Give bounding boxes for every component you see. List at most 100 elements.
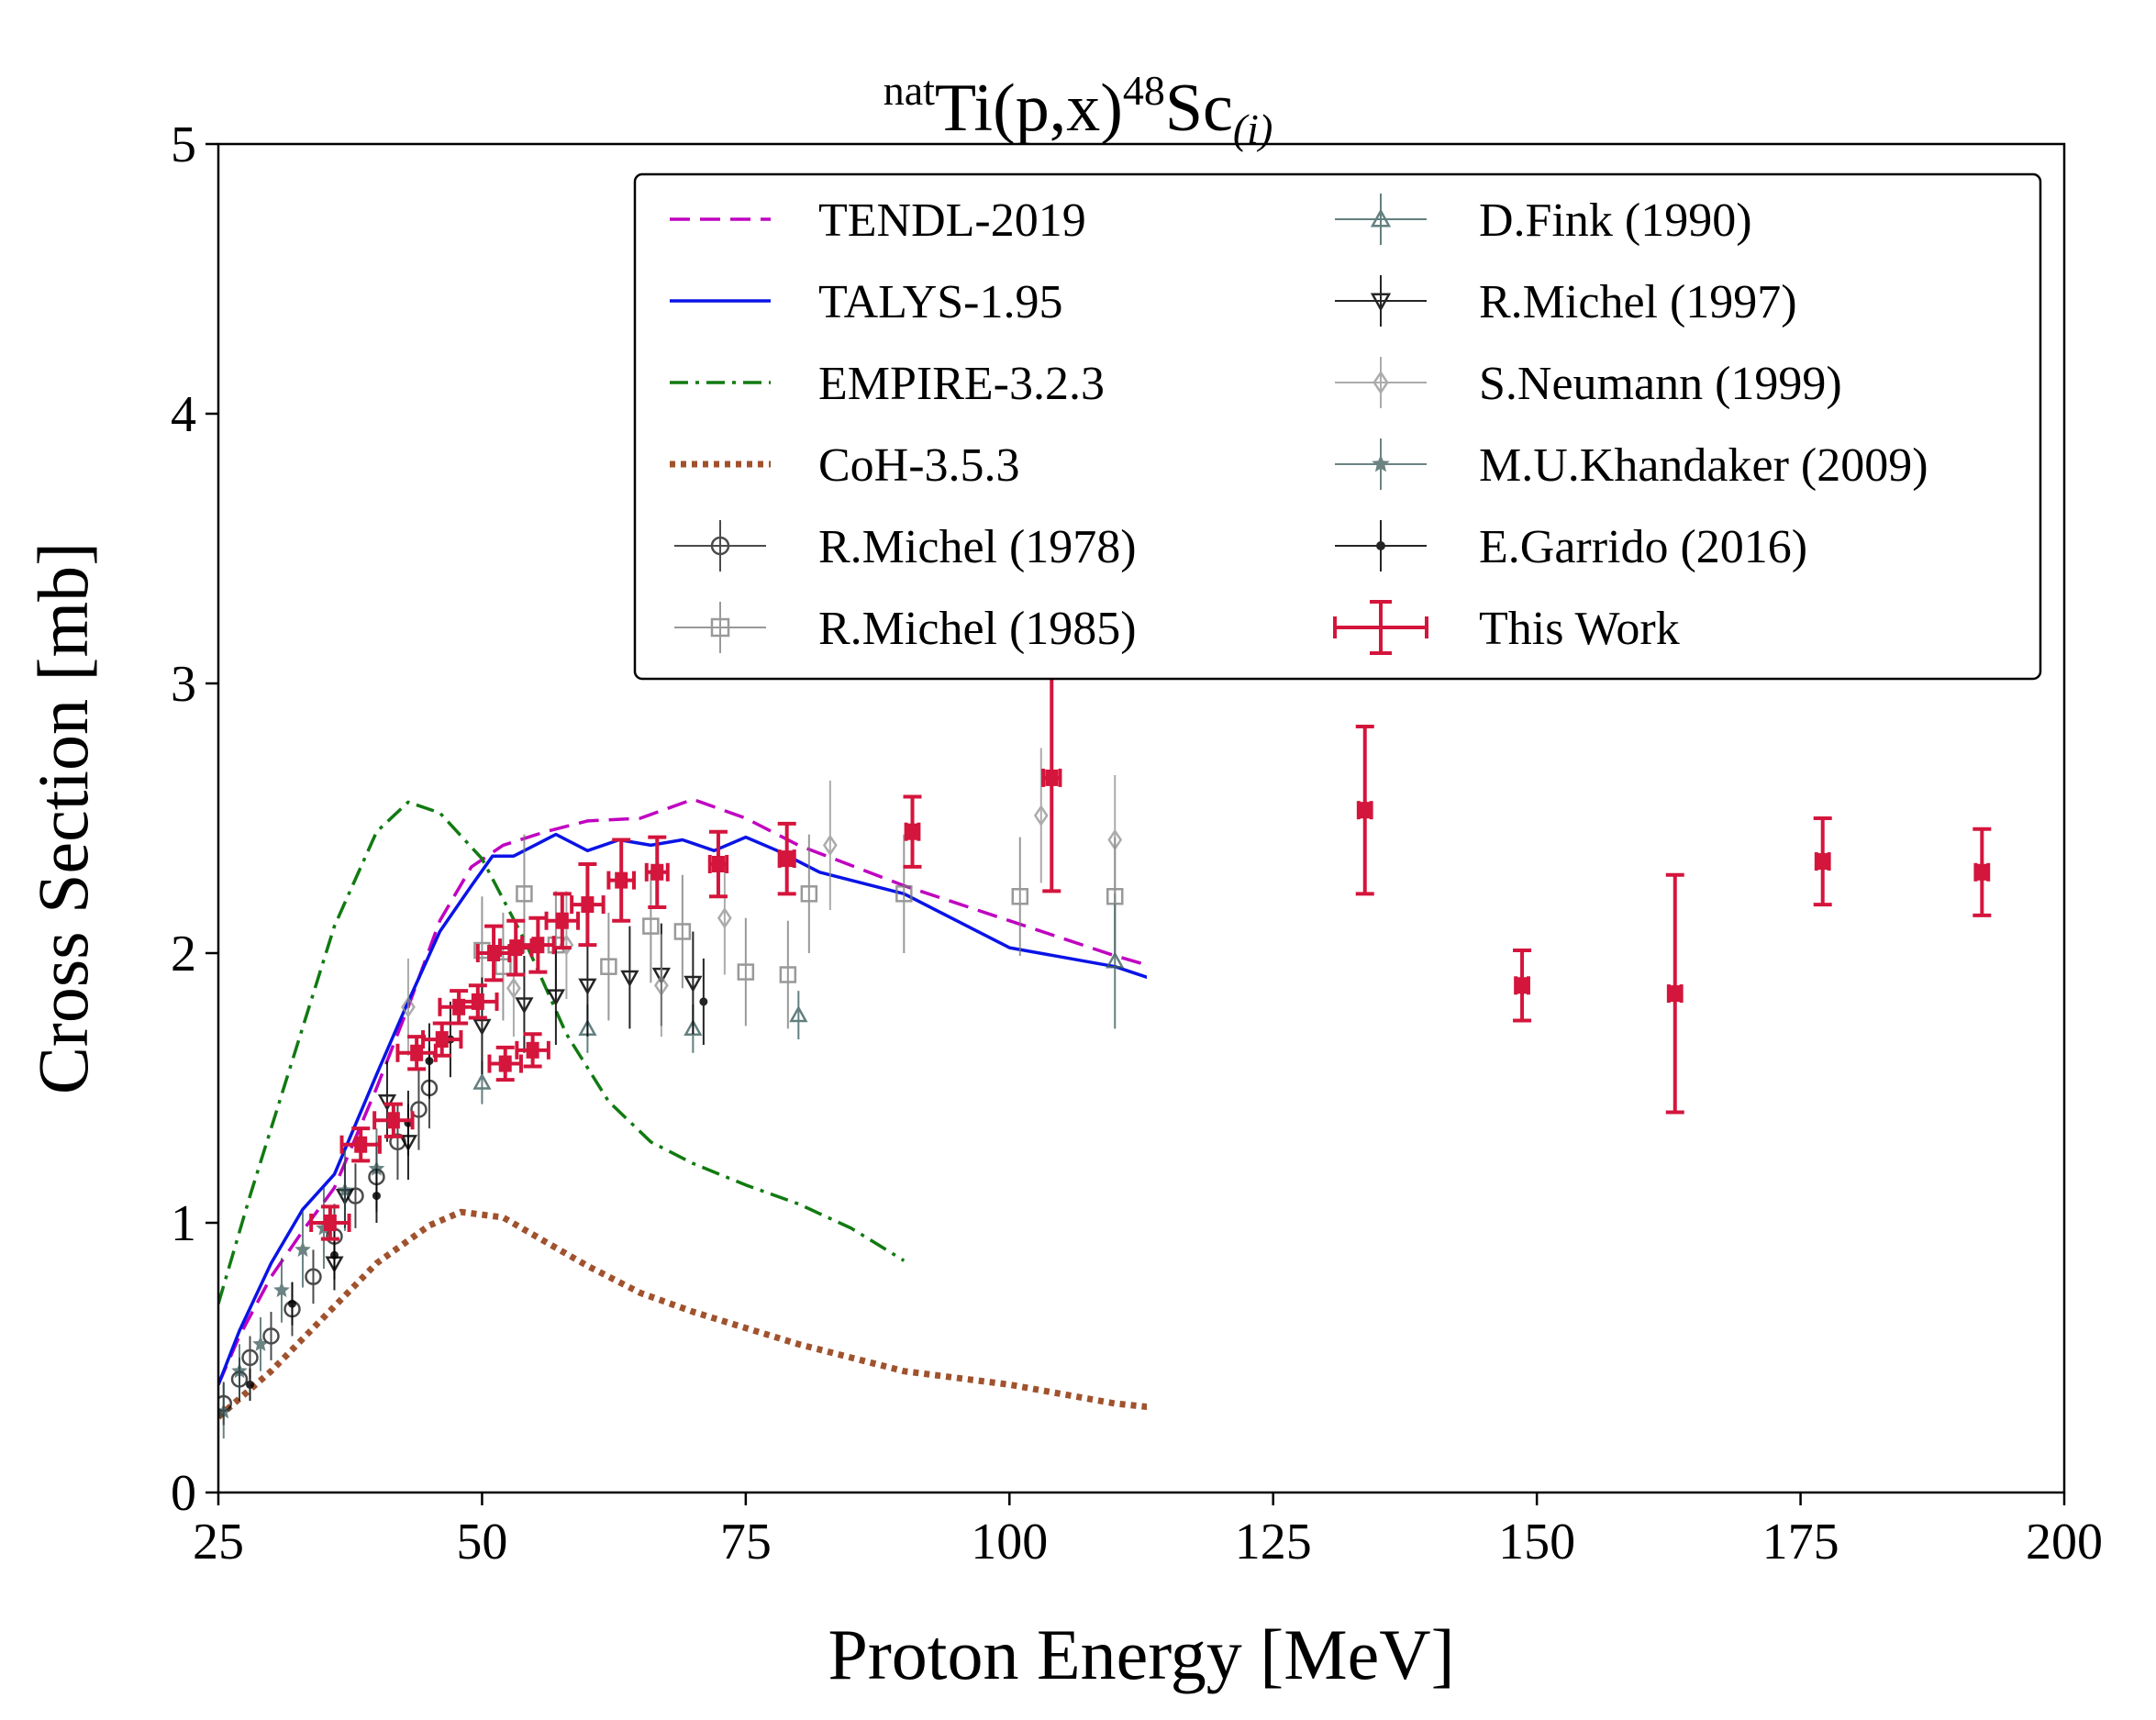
data-point xyxy=(699,997,708,1006)
data-point xyxy=(895,885,913,903)
data-point xyxy=(1171,882,1185,895)
data-point xyxy=(273,1282,290,1298)
this-work-point xyxy=(487,1045,523,1082)
data-point xyxy=(295,1241,311,1257)
data-point xyxy=(1647,866,1659,883)
legend-label: CoH-3.5.3 xyxy=(818,439,1020,492)
data-point xyxy=(546,989,566,1006)
data-point xyxy=(472,1072,492,1090)
legend-marker xyxy=(1373,370,1389,395)
data-point xyxy=(509,939,523,957)
data-point xyxy=(1846,922,1861,937)
legend-marker xyxy=(1370,208,1392,227)
data-point xyxy=(1962,927,1977,941)
legend-item-m-u-khandaker-2009: M.U.Khandaker (2009) xyxy=(1335,438,1928,492)
title-base: Ti(p,x) xyxy=(935,71,1123,146)
this-work-point xyxy=(421,1021,463,1058)
y-tick-label: 0 xyxy=(171,1465,196,1522)
data-point xyxy=(1192,889,1206,904)
data-point xyxy=(1489,815,1501,832)
data-point xyxy=(683,975,703,993)
title-subscript: (i) xyxy=(1233,105,1272,152)
data-point xyxy=(673,923,692,940)
data-point xyxy=(516,885,533,903)
this-work-point xyxy=(372,1102,415,1138)
model-curves xyxy=(218,797,1147,1420)
legend-label: R.Michel (1985) xyxy=(818,603,1137,655)
model-curve-talys-1-95 xyxy=(218,832,1147,1386)
legend-marker xyxy=(710,536,730,556)
this-work-point xyxy=(515,1032,550,1069)
title-prefix: nat xyxy=(884,67,935,114)
this-work-point xyxy=(544,892,581,950)
legend: TENDL-2019 TALYS-1.95 EMPIRE-3.2.3 CoH-3.5.… xyxy=(633,172,2042,681)
data-point xyxy=(906,823,919,840)
legend-marker xyxy=(1376,541,1385,550)
data-point xyxy=(600,958,617,975)
data-point xyxy=(1287,823,1302,836)
legend-marker xyxy=(1370,293,1392,312)
data-point xyxy=(1033,805,1049,827)
this-work-point xyxy=(1665,872,1684,1115)
data-point xyxy=(354,1136,368,1153)
legend-label: M.U.Khandaker (2009) xyxy=(1479,439,1928,492)
this-work-point xyxy=(309,1204,351,1241)
legend-marker xyxy=(710,617,730,638)
this-work-point xyxy=(395,1035,438,1071)
y-tick-label: 4 xyxy=(171,386,196,443)
data-point xyxy=(800,885,818,903)
data-point xyxy=(410,1101,428,1118)
data-point xyxy=(1529,889,1544,904)
y-axis-label: Cross Section [mb] xyxy=(23,542,103,1094)
data-point xyxy=(2015,943,2029,958)
data-point xyxy=(435,1031,449,1049)
data-point xyxy=(305,1268,322,1286)
data-point xyxy=(1287,886,1302,901)
data-point xyxy=(252,1335,269,1351)
series-s-neumann-1999 xyxy=(401,748,1775,1056)
data-point xyxy=(1668,985,1682,1003)
data-point xyxy=(650,863,664,881)
x-tick-label: 200 xyxy=(2026,1514,2103,1570)
legend-marker-group xyxy=(1335,438,1427,490)
data-point xyxy=(1975,863,1989,881)
data-point xyxy=(1763,882,1775,900)
data-point xyxy=(245,1380,254,1389)
data-point xyxy=(1816,853,1829,871)
legend-item-tendl-2019: TENDL-2019 xyxy=(670,194,1086,247)
data-point xyxy=(581,896,595,914)
data-point xyxy=(323,1215,337,1231)
data-point xyxy=(506,977,521,1000)
data-point xyxy=(578,978,597,995)
legend-label: TALYS-1.95 xyxy=(818,276,1063,328)
data-point xyxy=(1541,826,1553,843)
data-point xyxy=(1646,865,1661,878)
data-point xyxy=(526,1041,539,1059)
this-work-point xyxy=(520,915,556,974)
data-point xyxy=(1656,922,1671,937)
data-point xyxy=(262,1327,280,1345)
data-point xyxy=(1593,911,1607,926)
data-point xyxy=(1330,852,1342,870)
title-element: Sc xyxy=(1165,71,1233,146)
data-point xyxy=(780,850,794,868)
legend-label: EMPIRE-3.2.3 xyxy=(818,358,1105,410)
data-point xyxy=(779,966,797,983)
data-point xyxy=(531,937,545,954)
legend-label: S.Neumann (1999) xyxy=(1479,358,1842,410)
data-point xyxy=(495,958,512,975)
legend-marker-group xyxy=(1335,520,1427,571)
series-d-fink-1990 xyxy=(472,865,1661,1104)
data-point xyxy=(425,1057,434,1066)
this-work-point xyxy=(1973,827,1992,917)
chart-title: natTi(p,x)48Sc(i) xyxy=(884,67,1273,152)
data-point xyxy=(555,912,569,929)
data-point xyxy=(653,974,669,997)
data-point xyxy=(620,970,639,988)
x-tick-label: 175 xyxy=(1762,1514,1839,1570)
data-point xyxy=(386,1112,400,1129)
x-tick-label: 125 xyxy=(1235,1514,1312,1570)
x-tick-label: 25 xyxy=(193,1514,244,1570)
data-point xyxy=(401,995,416,1018)
